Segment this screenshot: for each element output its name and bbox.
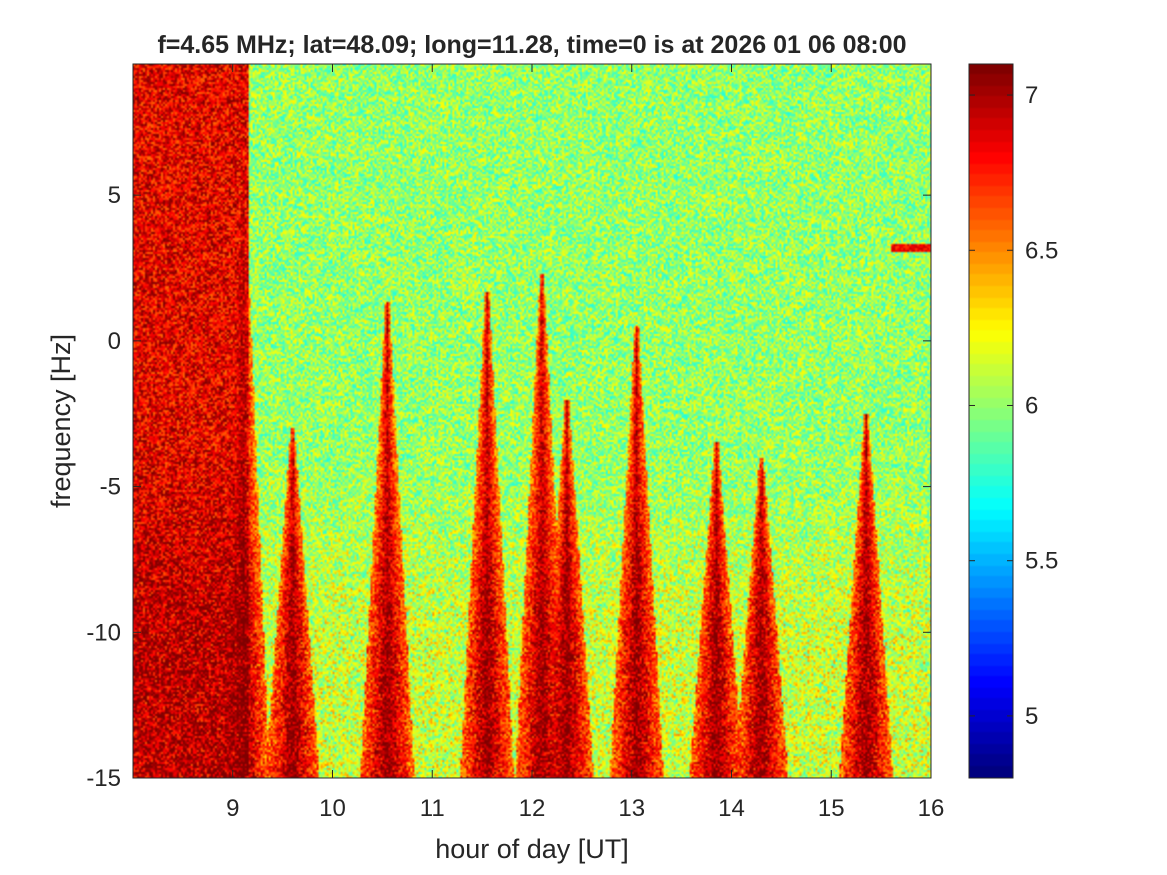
spectrogram-heatmap [133,64,931,778]
x-tick-label: 16 [918,795,945,822]
x-tick-label: 15 [818,795,845,822]
x-axis-label: hour of day [UT] [435,834,629,864]
colorbar-axes: 5 5.5 6 6.5 7 [968,63,1058,779]
y-tick-label: 0 [108,328,121,355]
x-tick-label: 11 [420,795,445,822]
x-tick-label: 14 [718,795,745,822]
plot-axes: 9 10 11 12 13 14 15 16 -15 -10 -5 0 5 [86,63,945,822]
colorbar-frame [968,63,1014,779]
colorbar-tick-label: 6 [1025,392,1038,419]
y-axis-label: frequency [Hz] [46,334,76,508]
colorbar-gradient [969,64,1013,778]
colorbar-tick-label: 5 [1025,703,1038,730]
y-tick-label: -5 [100,474,121,501]
colorbar-tick-label: 5.5 [1025,548,1058,575]
colorbar-tick-label: 7 [1025,82,1038,109]
x-tick-label: 9 [226,795,239,822]
chart-title: f=4.65 MHz; lat=48.09; long=11.28, time=… [157,31,906,59]
plot-frame [132,63,932,779]
y-tick-label: -10 [86,619,121,646]
x-tick-label: 13 [618,795,645,822]
y-tick-label: 5 [108,182,121,209]
x-tick-label: 12 [519,795,546,822]
y-tick-label: -15 [86,765,121,792]
x-tick-label: 10 [319,795,346,822]
colorbar-tick-label: 6.5 [1025,237,1058,264]
